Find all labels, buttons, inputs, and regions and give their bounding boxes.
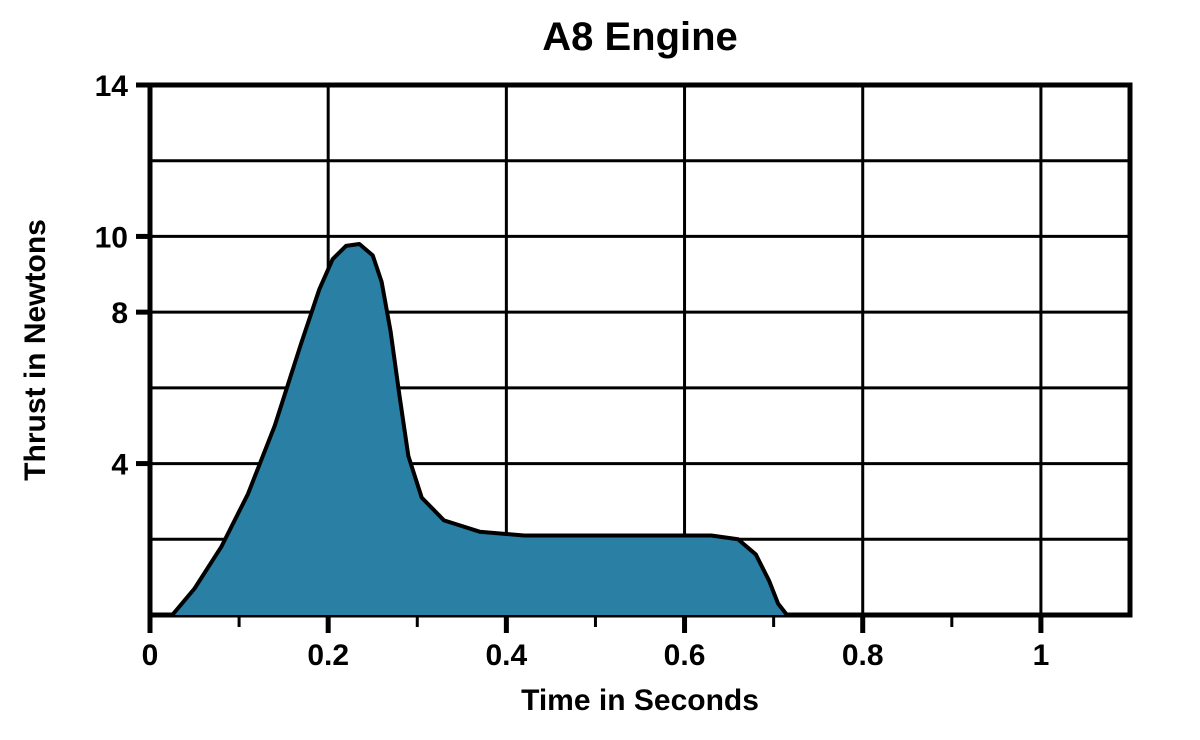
y-tick-label: 8 bbox=[111, 297, 128, 330]
x-tick-label: 0.4 bbox=[486, 639, 528, 672]
y-tick-label: 10 bbox=[95, 221, 128, 254]
x-tick-label: 0.8 bbox=[842, 639, 884, 672]
x-tick-label: 1 bbox=[1033, 639, 1050, 672]
thrust-area bbox=[172, 244, 787, 615]
x-tick-label: 0 bbox=[142, 639, 159, 672]
x-axis-label: Time in Seconds bbox=[521, 684, 759, 717]
chart-svg: A8 Engine00.20.40.60.81481014Time in Sec… bbox=[0, 0, 1200, 740]
x-tick-label: 0.6 bbox=[664, 639, 706, 672]
y-tick-label: 14 bbox=[95, 70, 129, 103]
y-axis-label: Thrust in Newtons bbox=[19, 219, 52, 481]
thrust-chart: A8 Engine00.20.40.60.81481014Time in Sec… bbox=[0, 0, 1200, 740]
y-tick-label: 4 bbox=[111, 449, 128, 482]
chart-title: A8 Engine bbox=[542, 15, 738, 59]
x-tick-label: 0.2 bbox=[307, 639, 349, 672]
